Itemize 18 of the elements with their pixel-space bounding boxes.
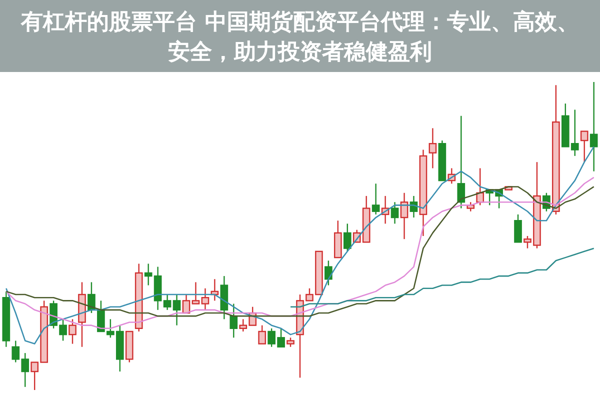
chart-title: 有杠杆的股票平台 中国期货配资平台代理：专业、高效、安全，助力投资者稳健盈利: [20, 9, 579, 65]
candlestick: [286, 337, 294, 348]
candlestick: [514, 214, 522, 243]
candlestick: [428, 128, 437, 169]
candlestick: [390, 202, 399, 224]
candlestick: [343, 223, 352, 252]
candlestick: [580, 130, 588, 163]
candlestick: [372, 183, 380, 216]
candlestick: [590, 81, 598, 172]
candlestick: [172, 294, 181, 326]
candlestick: [201, 288, 210, 311]
candlestick: [68, 318, 76, 344]
candlestick: [163, 294, 172, 311]
candlestick: [258, 324, 266, 344]
candlestick: [324, 260, 332, 286]
candlestick: [457, 115, 466, 209]
candlestick: [192, 282, 200, 304]
candlestick: [230, 303, 238, 338]
